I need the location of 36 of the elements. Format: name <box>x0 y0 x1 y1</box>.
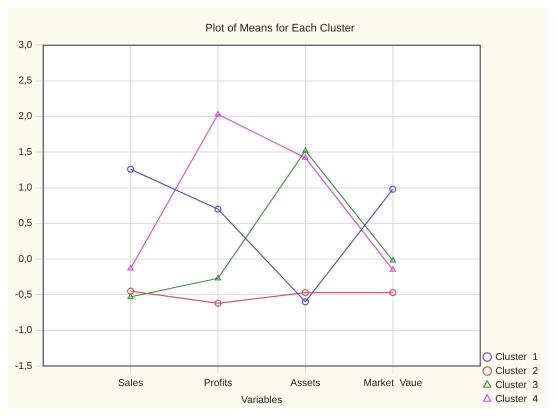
y-tick-label: 1,0 <box>18 182 33 194</box>
x-tick-label: Market Vaue <box>363 378 423 389</box>
legend-label: Cluster 1 <box>495 352 538 363</box>
point <box>302 154 309 160</box>
point <box>302 289 309 296</box>
y-tick-label: 2,5 <box>18 76 33 87</box>
y-tick-label: -1,5 <box>14 360 33 372</box>
point <box>302 298 309 306</box>
point <box>128 264 134 270</box>
point <box>389 289 396 296</box>
y-tick-label: 0,5 <box>18 218 33 230</box>
chart-title: Plot of Means for Each Cluster <box>205 22 355 35</box>
legend-label: Cluster 3 <box>495 380 538 391</box>
point <box>214 110 222 116</box>
y-tick-label: -1,0 <box>14 325 33 336</box>
x-tick-label: Profits <box>204 378 232 389</box>
point <box>127 288 134 295</box>
point <box>127 166 134 173</box>
legend-label: Cluster 2 <box>495 366 538 377</box>
x-tick-label: Assets <box>290 378 320 389</box>
point <box>128 293 134 299</box>
point <box>214 274 222 280</box>
x-axis-title: Variables <box>241 394 282 406</box>
y-tick-label: 0,0 <box>18 254 33 265</box>
point <box>302 147 309 153</box>
y-tick-label: -0,5 <box>14 289 33 300</box>
y-tick-label: 2,0 <box>18 111 33 122</box>
y-tick-label: 3,0 <box>18 40 33 51</box>
point <box>389 186 396 193</box>
point <box>214 300 222 307</box>
point <box>214 206 222 213</box>
y-tick-label: 1,5 <box>18 146 33 158</box>
x-tick-label: Sales <box>118 378 144 389</box>
point <box>390 256 396 262</box>
point <box>390 266 396 272</box>
legend-label: Cluster 4 <box>495 394 538 405</box>
